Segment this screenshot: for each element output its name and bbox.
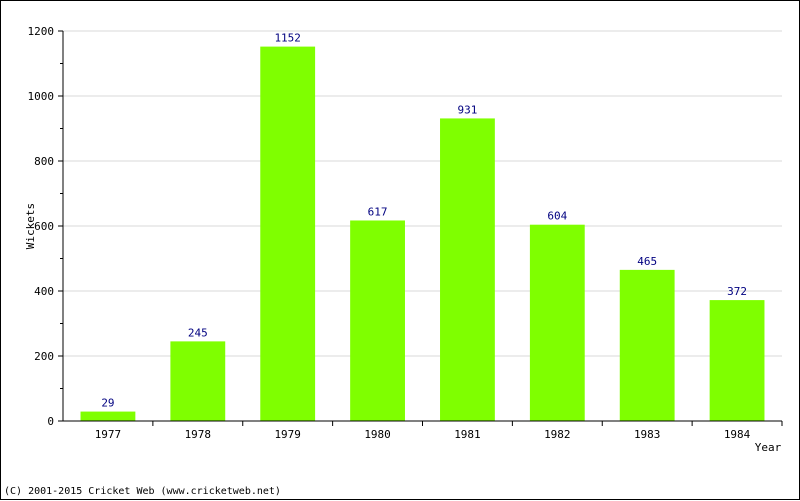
y-tick-label: 0: [47, 415, 54, 428]
data-label: 617: [368, 205, 388, 218]
bar: [619, 269, 675, 421]
y-tick-label: 800: [34, 155, 54, 168]
x-tick-label: 1978: [185, 428, 212, 441]
y-tick-label: 400: [34, 285, 54, 298]
data-label: 372: [727, 285, 747, 298]
x-tick-label: 1979: [274, 428, 301, 441]
data-label: 1152: [274, 32, 301, 45]
data-label: 245: [188, 326, 208, 339]
x-axis-label: Year: [755, 441, 782, 454]
x-tick-label: 1982: [544, 428, 571, 441]
data-label: 931: [458, 103, 478, 116]
y-tick-label: 1000: [28, 90, 55, 103]
x-tick-label: 1984: [724, 428, 751, 441]
y-axis-label: Wickets: [24, 203, 37, 249]
x-tick-label: 1981: [454, 428, 481, 441]
bar: [170, 341, 226, 421]
bar: [350, 220, 405, 421]
y-tick-label: 200: [34, 350, 54, 363]
bar: [440, 118, 495, 422]
data-label: 604: [547, 210, 567, 223]
y-ticks: 0 200 400 600 800 1000 1200: [28, 25, 63, 428]
bar: [709, 300, 765, 421]
bars: [80, 46, 765, 422]
copyright-notice: (C) 2001-2015 Cricket Web (www.cricketwe…: [4, 486, 281, 497]
data-label: 465: [637, 255, 657, 268]
x-ticks: 1977 1978 1979 1980 1981 1982 1983 1984: [95, 421, 783, 441]
bar: [260, 46, 316, 421]
y-tick-label: 1200: [28, 25, 55, 38]
x-tick-label: 1977: [95, 428, 122, 441]
data-labels: 29 245 1152 617 931 604 465 372: [101, 32, 747, 410]
y-tick-label: 600: [34, 220, 54, 233]
data-label: 29: [101, 397, 114, 410]
bar: [529, 224, 585, 421]
x-tick-label: 1983: [634, 428, 661, 441]
bar: [80, 411, 136, 421]
x-tick-label: 1980: [364, 428, 391, 441]
